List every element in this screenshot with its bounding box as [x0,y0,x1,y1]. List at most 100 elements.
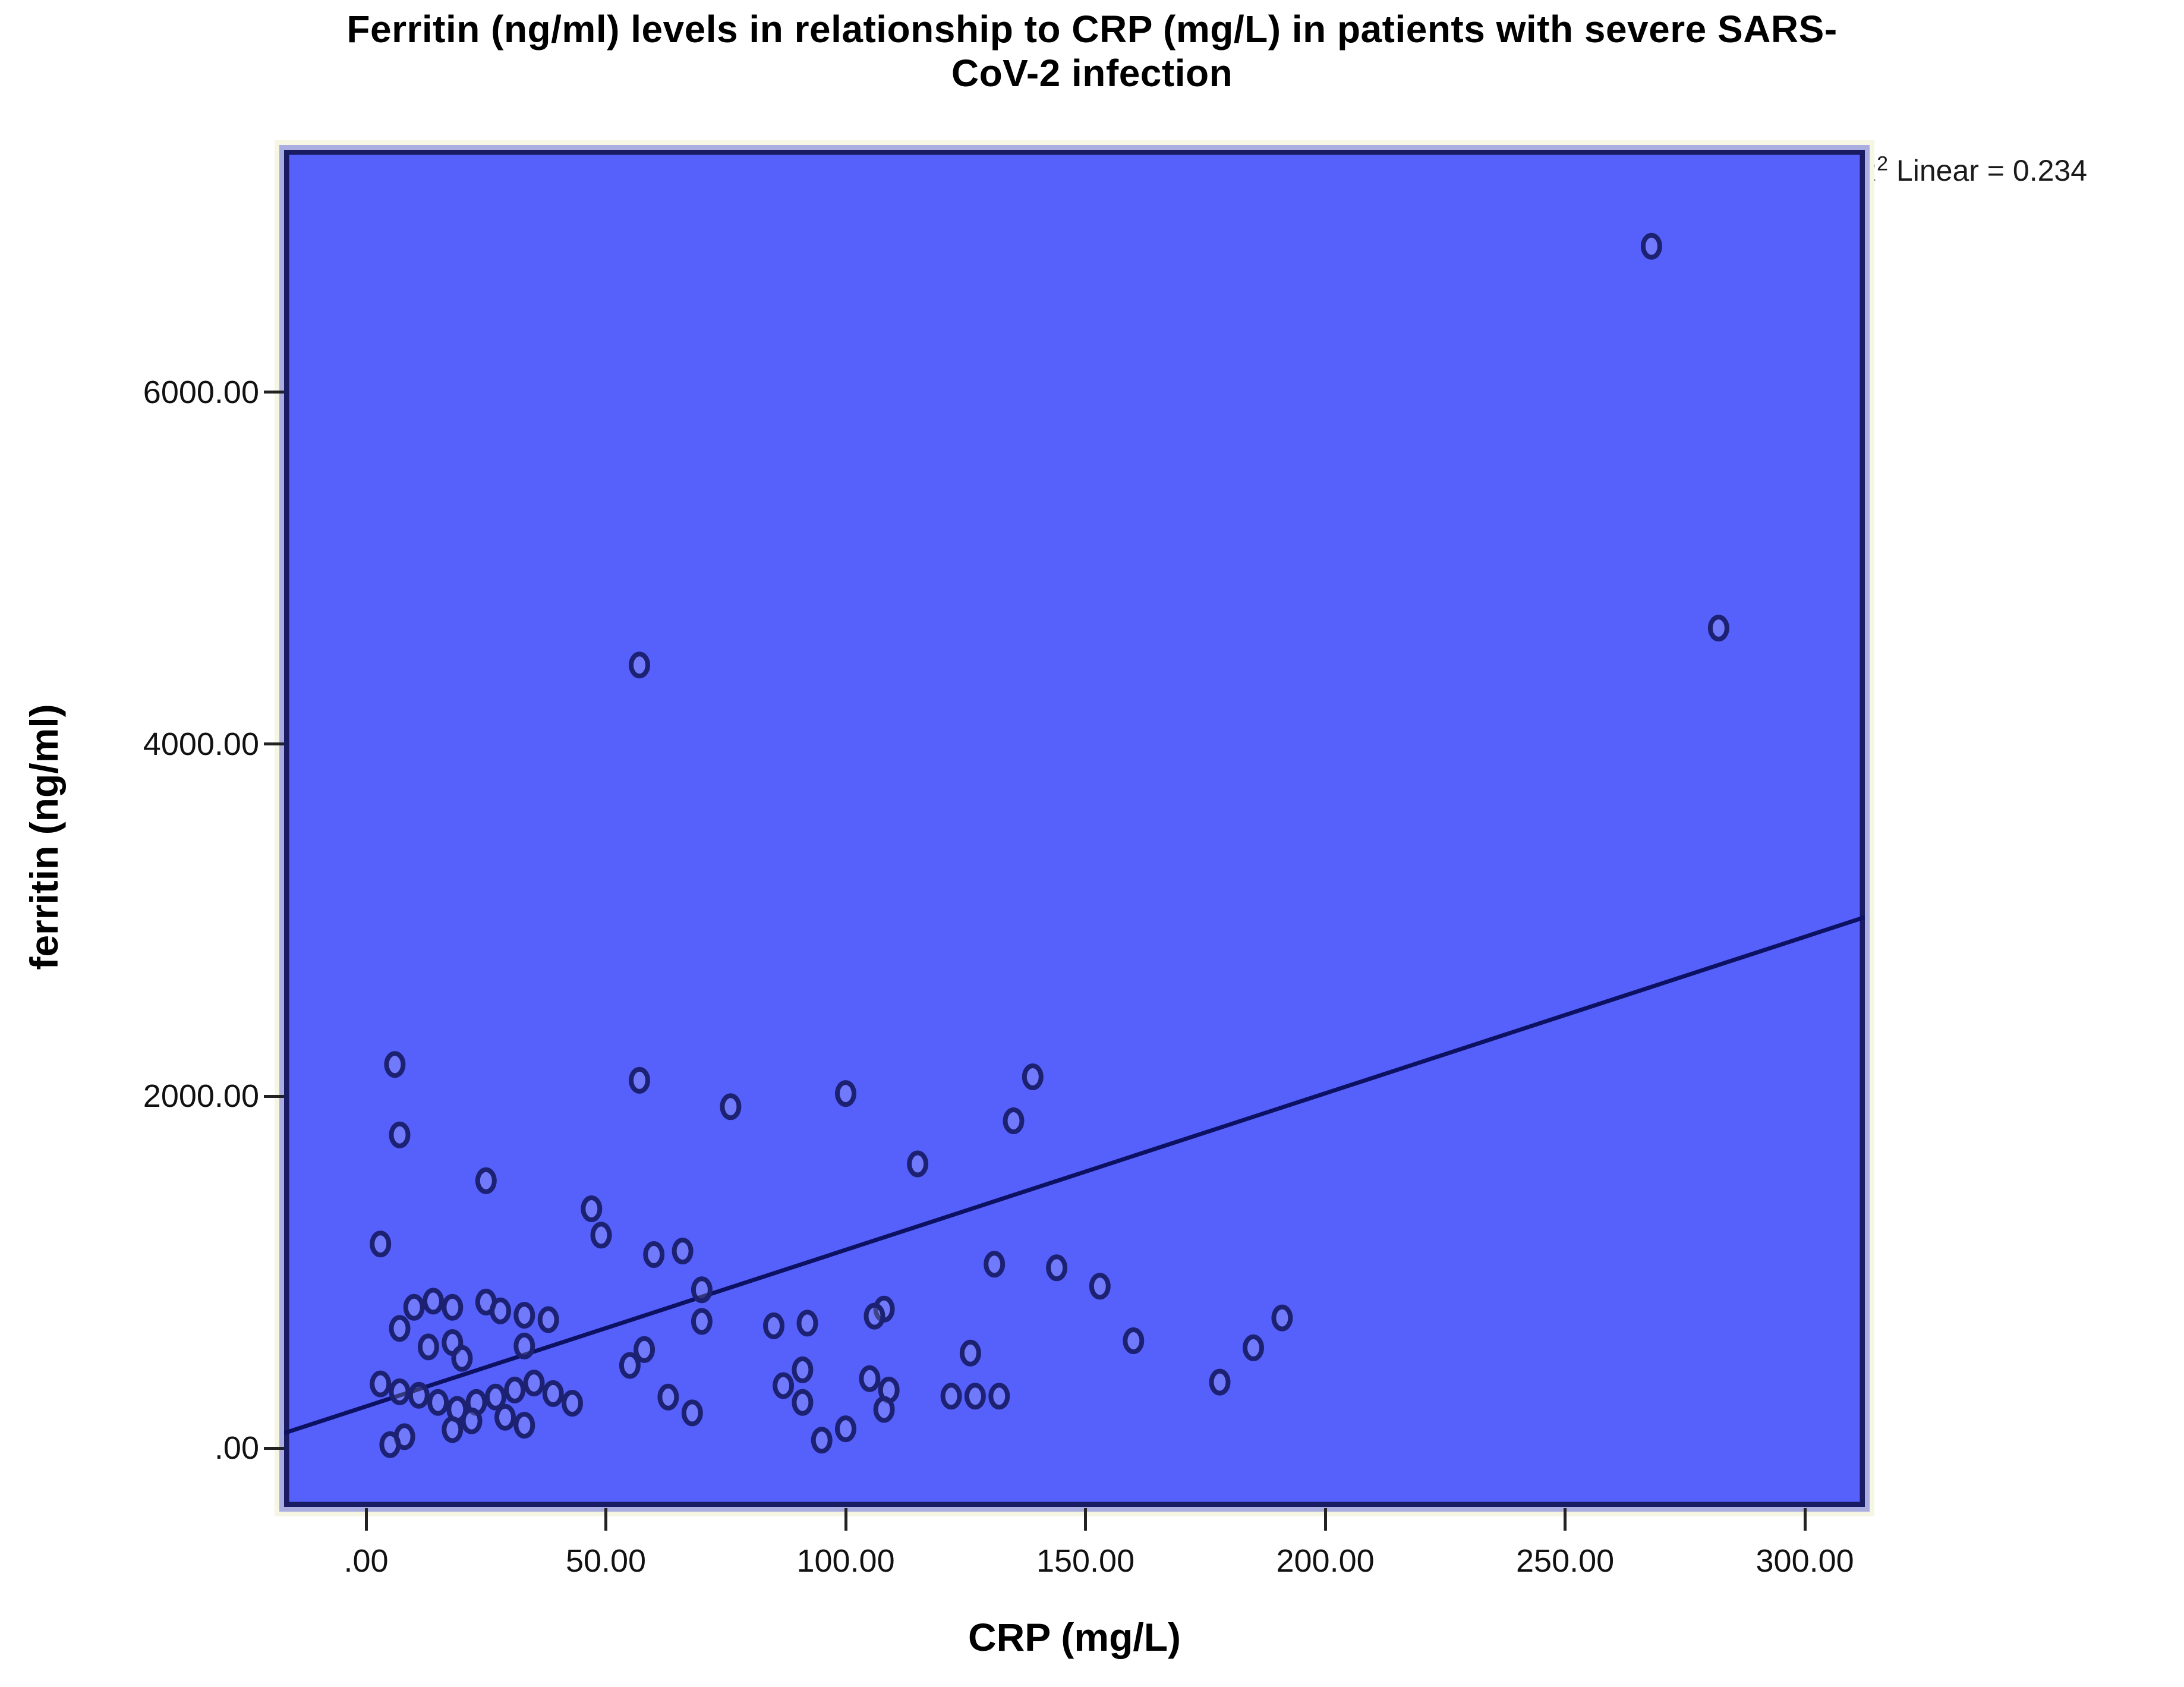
data-point [1640,232,1662,260]
data-point [389,1121,411,1148]
data-point [1046,1254,1068,1282]
data-point [461,1407,483,1434]
y-tick-mark [264,742,284,746]
data-point [370,1230,392,1258]
data-point [907,1150,929,1178]
data-point [513,1302,535,1329]
data-point [523,1370,545,1397]
data-point [629,1066,650,1094]
r-squared-annotation: R2 Linear = 0.234 [1855,153,2184,188]
data-point [863,1302,885,1330]
x-tick-label: 50.00 [565,1543,647,1579]
x-tick-mark [1323,1508,1327,1531]
data-point [417,1333,439,1361]
data-point [643,1241,665,1268]
data-point [720,1093,742,1121]
data-point [494,1403,516,1431]
data-point [423,1288,444,1315]
data-point [1022,1063,1044,1090]
data-point [475,1167,497,1194]
x-tick-mark [604,1508,608,1531]
data-point [562,1390,583,1417]
data-point [811,1427,833,1454]
data-point [792,1356,814,1383]
data-point [442,1416,464,1443]
data-point [835,1080,856,1107]
data-point [451,1345,473,1372]
plot-area [284,150,1865,1507]
data-point [370,1370,392,1398]
data-point [964,1383,986,1410]
x-tick-label: .00 [343,1543,389,1579]
data-point [1271,1304,1293,1332]
regression-line [284,915,1865,1436]
r-squared-superscript: 2 [1877,152,1889,175]
x-tick-mark [844,1508,847,1531]
chart-title: Ferritin (ng/ml) levels in relationship … [0,7,2184,95]
data-point [1243,1334,1264,1361]
y-tick-label: .00 [214,1430,259,1466]
data-point [619,1352,641,1379]
y-tick-mark [264,1446,284,1450]
data-point [634,1336,655,1363]
x-tick-mark [1564,1508,1567,1531]
y-tick-label: 4000.00 [143,726,259,762]
x-axis-label: CRP (mg/L) [967,1615,1181,1659]
data-point [988,1383,1010,1410]
data-point [773,1372,795,1399]
data-point [835,1415,856,1443]
y-tick-mark [264,1094,284,1098]
x-tick-mark [1084,1508,1088,1531]
data-point [1209,1368,1231,1396]
data-point [513,1332,535,1359]
data-point [1123,1327,1145,1354]
data-point [984,1251,1006,1278]
data-point [504,1376,526,1403]
data-point [484,1383,506,1411]
x-tick-label: 100.00 [796,1543,895,1579]
data-point [691,1276,713,1304]
y-tick-mark [264,391,284,394]
data-point [490,1297,511,1324]
y-axis-label: ferritin (ng/ml) [22,704,66,970]
plot-background [284,150,1865,1507]
y-tick-label: 2000.00 [143,1078,259,1115]
data-point [542,1380,564,1407]
x-tick-mark [1803,1508,1807,1531]
x-tick-mark [364,1508,368,1531]
data-point [691,1308,713,1335]
data-point [513,1412,535,1439]
data-point [792,1389,814,1416]
chart-title-line2: CoV-2 infection [951,52,1233,95]
data-point [427,1389,449,1416]
data-point [408,1381,430,1409]
scatter-svg [284,150,1865,1507]
data-point [940,1383,962,1410]
y-tick-label: 6000.00 [143,374,259,410]
data-point [629,651,650,679]
data-point [590,1222,612,1249]
data-point [442,1293,464,1321]
data-point [379,1431,401,1458]
data-point [1003,1107,1025,1134]
data-point [859,1365,881,1392]
data-point [796,1310,818,1337]
x-tick-label: 250.00 [1516,1543,1615,1579]
data-point [763,1312,784,1339]
chart-title-line1: Ferritin (ng/ml) levels in relationship … [346,8,1838,51]
data-point [384,1051,406,1078]
x-tick-label: 300.00 [1756,1543,1854,1579]
data-point [389,1315,411,1342]
data-point [537,1306,559,1333]
data-point [403,1293,425,1321]
x-tick-label: 150.00 [1036,1543,1135,1579]
x-tick-label: 200.00 [1276,1543,1375,1579]
data-point [581,1195,603,1222]
data-point [1089,1273,1111,1300]
data-point [681,1399,703,1427]
data-point [873,1396,895,1423]
data-point [1707,615,1729,642]
r-squared-value-text: Linear = 0.234 [1888,154,2088,187]
data-point [389,1378,411,1405]
data-point [657,1383,679,1411]
